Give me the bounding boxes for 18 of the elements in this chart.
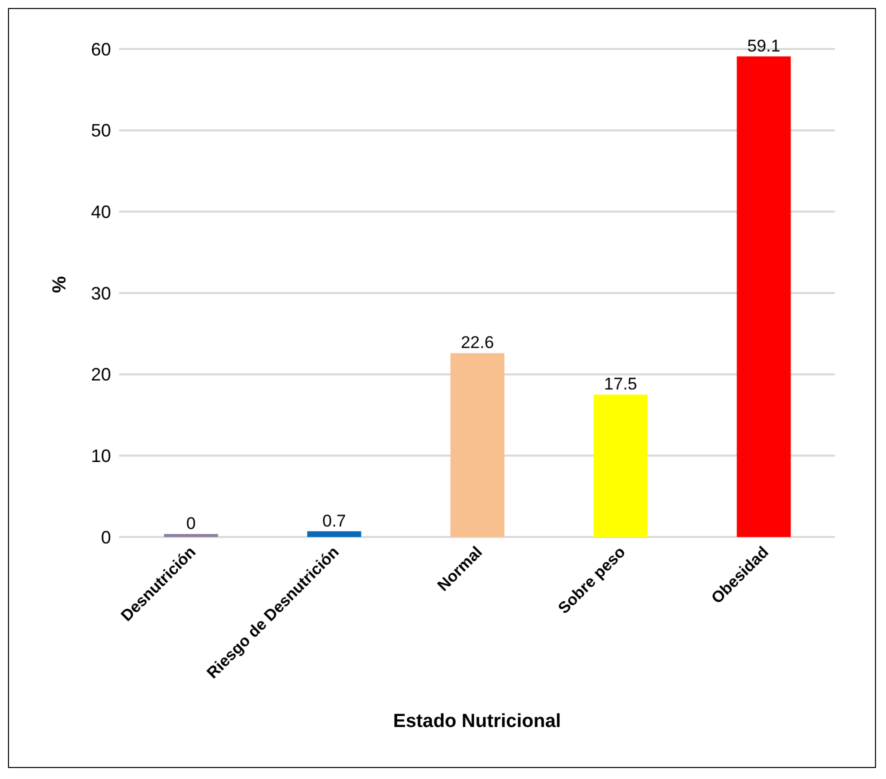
data-label: 0 xyxy=(186,514,196,533)
y-axis-title: % xyxy=(50,276,71,293)
bar xyxy=(736,56,791,537)
y-tick-label: 60 xyxy=(90,39,111,60)
bar xyxy=(594,394,648,537)
y-tick-label: 50 xyxy=(90,120,111,141)
x-axis-title: Estado Nutricional xyxy=(393,711,561,732)
y-tick-label: 40 xyxy=(90,202,111,222)
data-label: 22.6 xyxy=(460,333,494,352)
data-label: 0.7 xyxy=(322,511,346,530)
bar xyxy=(450,353,504,537)
data-label: 59.1 xyxy=(747,36,780,56)
bar xyxy=(307,531,362,537)
data-label: 17.5 xyxy=(604,374,638,394)
y-tick-label: 30 xyxy=(90,283,111,304)
y-tick-label: 10 xyxy=(90,446,111,466)
y-tick-label: 20 xyxy=(90,364,111,385)
y-tick-label: 0 xyxy=(100,527,111,548)
